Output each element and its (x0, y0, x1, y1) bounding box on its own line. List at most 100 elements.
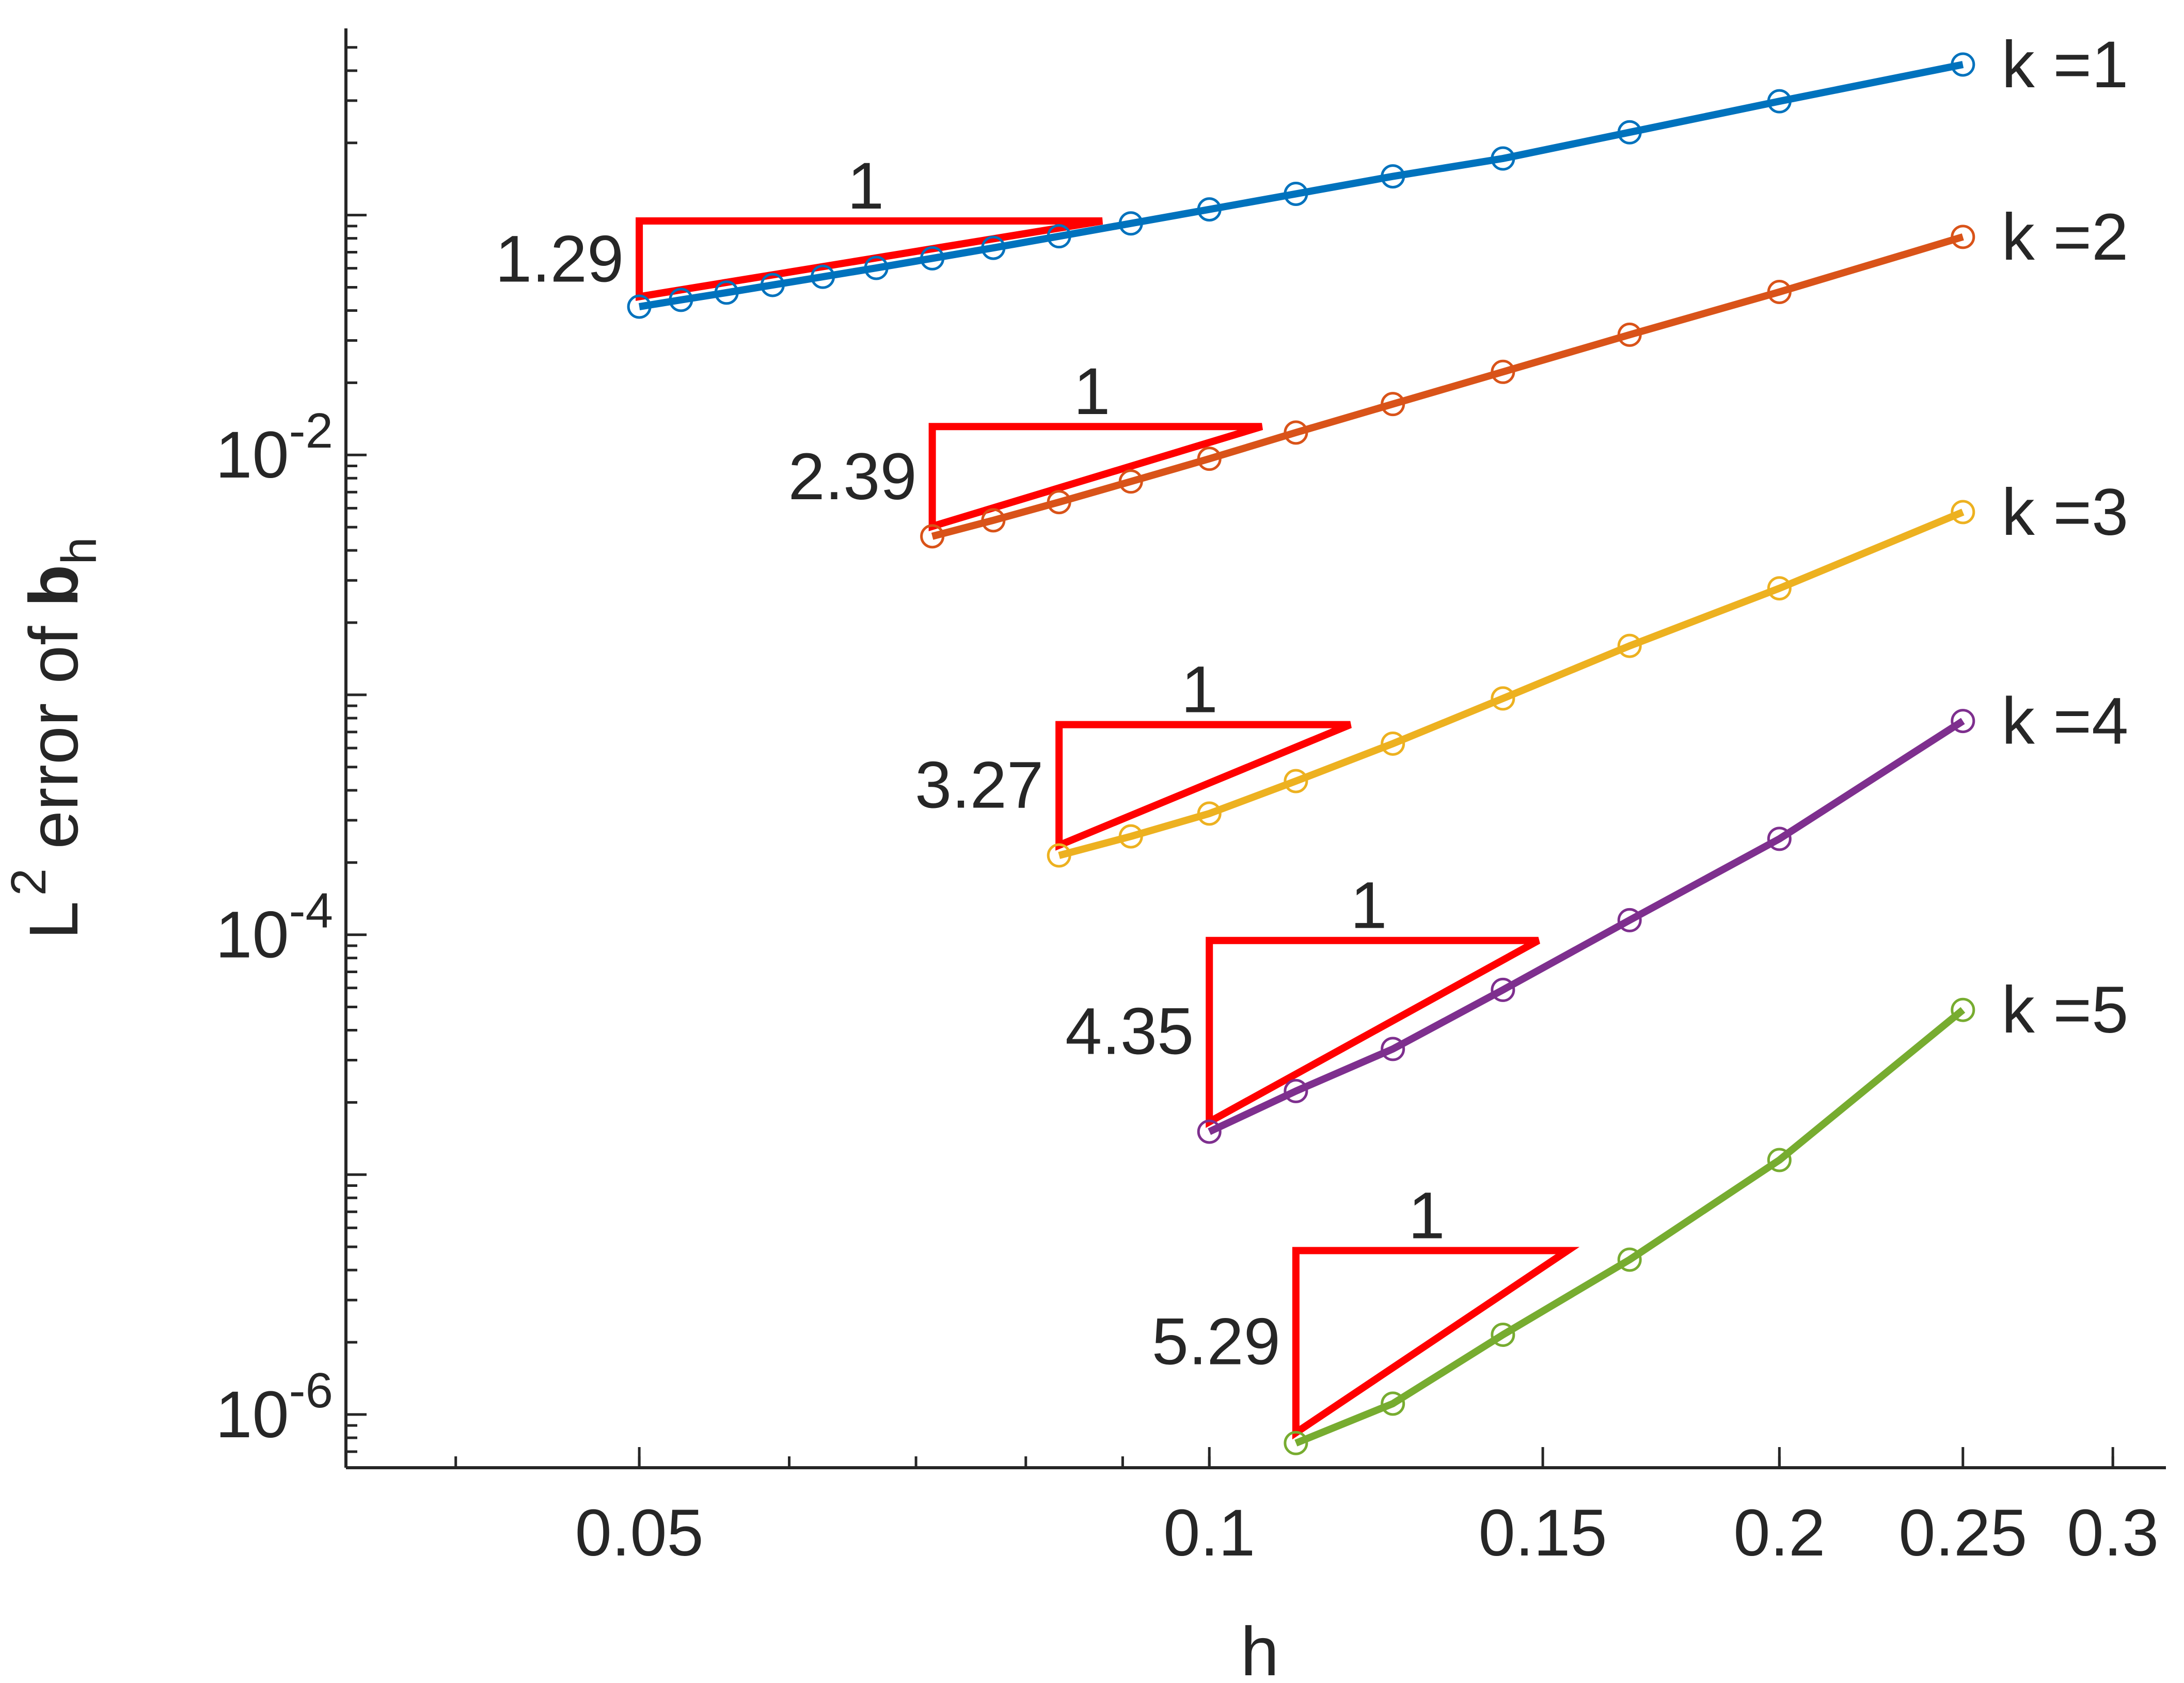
y-axis-title-main: L (15, 901, 92, 940)
series-line (1058, 509, 1965, 859)
slope-triangle (1292, 1247, 1580, 1440)
series-k3 (1047, 500, 1975, 868)
data-point (1951, 500, 1975, 525)
data-point (1951, 52, 1975, 77)
x-tick-label: 0.3 (2067, 1496, 2159, 1570)
x-tick-label: 0.15 (1479, 1496, 1607, 1570)
data-point (864, 256, 889, 280)
data-point (1767, 89, 1792, 114)
series-line (931, 233, 1964, 540)
data-point (1118, 824, 1143, 849)
y-axis-title-bold: b (15, 565, 92, 607)
series-end-label: k =5 (2002, 973, 2128, 1047)
x-axis-title: h (1241, 1613, 1279, 1683)
slope-rate-label: 2.39 (788, 440, 917, 514)
series-end-label: k =3 (2002, 475, 2128, 549)
y-tick-exp: -4 (289, 883, 333, 939)
data-point (1047, 843, 1071, 868)
data-point (1284, 420, 1308, 445)
axes: 0.05 0.1 0.15 0.2 0.25 0.310-210-410-6 (215, 28, 2166, 1570)
data-point (1284, 1078, 1308, 1103)
data-point (1491, 146, 1515, 171)
data-point (1491, 977, 1515, 1002)
data-point (981, 508, 1006, 533)
data-point (1951, 225, 1975, 249)
x-tick-label: 0.1 (1163, 1496, 1255, 1570)
slope-run-label: 1 (1350, 869, 1387, 943)
slope-run-label: 1 (1073, 355, 1110, 428)
data-point (669, 288, 693, 312)
data-point (920, 524, 945, 549)
x-tick-label: 0.05 (575, 1496, 704, 1570)
data-point (714, 280, 739, 305)
data-point (1197, 1119, 1222, 1144)
data-point (1767, 576, 1792, 601)
data-point (1381, 1037, 1405, 1061)
slope-triangle (1055, 721, 1352, 851)
y-tick-label: 10-2 (215, 403, 333, 492)
y-axis-title-sup: 2 (1, 868, 56, 896)
y-tick-label: 10-6 (215, 1363, 333, 1452)
series-end-label: k =4 (2002, 685, 2128, 758)
y-axis-title: L 2 error of bh (1, 537, 107, 940)
data-point (760, 273, 785, 297)
data-point (1381, 1391, 1405, 1416)
y-tick-base: 10 (215, 898, 289, 972)
chart-labels: 1 1.29 1 2.39 1 3.27 1 4.35 1 5.29 k =1 k =2 k =3 k =… (495, 28, 2128, 1379)
series-k1 (627, 52, 1975, 319)
slope-triangle (1206, 936, 1540, 1128)
series-end-label: k =2 (2002, 200, 2128, 274)
data-point (1491, 359, 1515, 384)
data-point (1767, 280, 1792, 305)
slope-rate-label: 5.29 (1152, 1305, 1280, 1379)
series-k5 (1284, 997, 1975, 1455)
data-point (1284, 769, 1308, 793)
slope-rate-label: 4.35 (1065, 994, 1194, 1068)
y-axis-title-sub: h (52, 537, 107, 564)
slope-rate-label: 1.29 (495, 222, 624, 296)
series-line (1294, 1007, 1966, 1447)
y-axis-title-mid: error of (15, 607, 92, 868)
data-point (1767, 827, 1792, 851)
series-k4 (1197, 709, 1975, 1144)
data-point (1047, 490, 1071, 515)
data-point (1284, 181, 1308, 206)
y-tick-base: 10 (215, 418, 289, 492)
data-point (1617, 322, 1642, 347)
data-point (1381, 392, 1405, 417)
x-tick-label: 0.2 (1733, 1496, 1825, 1570)
data-point (1197, 447, 1222, 471)
data-point (1197, 801, 1222, 826)
slope-run-label: 1 (1181, 653, 1218, 727)
y-tick-label: 10-4 (215, 883, 333, 972)
data-point (1381, 164, 1405, 189)
x-tick-label: 0.25 (1898, 1496, 2027, 1570)
data-point (1617, 120, 1642, 145)
data-point (627, 294, 652, 319)
data-point (1951, 709, 1975, 734)
data-point (1617, 633, 1642, 658)
data-point (1047, 224, 1071, 249)
series-k2 (920, 225, 1975, 549)
data-point (1118, 211, 1143, 236)
slope-triangle (928, 423, 1263, 531)
data-point (1491, 1322, 1515, 1347)
data-point (1617, 908, 1642, 932)
data-point (1491, 686, 1515, 711)
data-point (981, 235, 1006, 260)
slope-rate-label: 3.27 (915, 748, 1043, 822)
slope-run-label: 1 (847, 149, 884, 223)
series-line (639, 61, 1964, 310)
slope-run-label: 1 (1408, 1179, 1445, 1252)
series-line (1208, 718, 1965, 1135)
data-point (1197, 197, 1222, 222)
data-point (1284, 1431, 1308, 1455)
y-tick-exp: -6 (289, 1363, 333, 1418)
data-point (1381, 731, 1405, 756)
data-point (811, 264, 835, 289)
y-tick-base: 10 (215, 1378, 289, 1452)
series-end-label: k =1 (2002, 28, 2128, 102)
data-point (920, 246, 945, 271)
data-point (1951, 997, 1975, 1022)
